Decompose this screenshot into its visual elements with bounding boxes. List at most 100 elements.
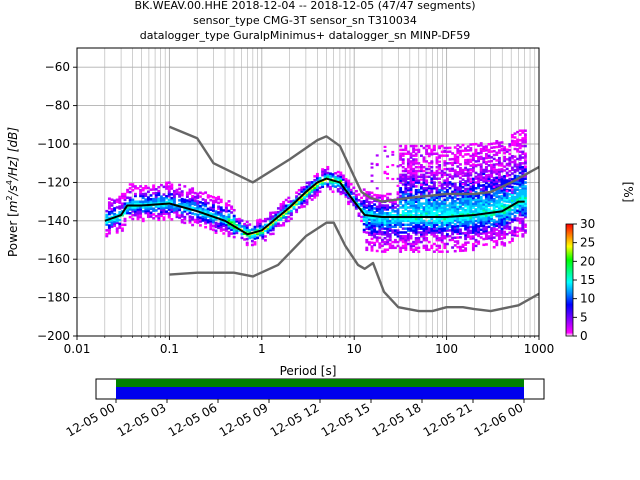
heatmap-cell — [518, 183, 522, 186]
heatmap-cell — [495, 168, 499, 172]
coverage-tick-label: 12-06 00 — [472, 400, 526, 439]
heatmap-cell — [404, 238, 408, 242]
heatmap-cell — [443, 160, 447, 163]
heatmap-cell — [518, 217, 522, 221]
heatmap-cell — [336, 170, 340, 174]
heatmap-cell — [113, 224, 117, 227]
heatmap-cell — [469, 177, 473, 181]
heatmap-cell — [412, 213, 416, 217]
heatmap-cell — [373, 203, 377, 206]
heatmap-cell — [144, 211, 148, 215]
heatmap-cell — [438, 250, 442, 253]
heatmap-cell — [149, 207, 153, 211]
heatmap-cell — [341, 191, 345, 195]
heatmap-cell — [401, 148, 405, 152]
heatmap-cell — [435, 229, 439, 232]
heatmap-cell — [458, 218, 462, 222]
heatmap-cell — [141, 187, 145, 190]
heatmap-cell — [464, 160, 468, 163]
heatmap-cell — [256, 232, 260, 236]
heatmap-cell — [440, 173, 444, 177]
heatmap-cell — [308, 185, 312, 188]
heatmap-cell — [505, 211, 509, 215]
heatmap-cell — [409, 175, 413, 179]
heatmap-cell — [204, 191, 208, 194]
heatmap-cell — [516, 175, 520, 178]
heatmap-cell — [123, 196, 127, 200]
heatmap-cell — [146, 198, 150, 201]
heatmap-cell — [500, 194, 504, 198]
heatmap-cell — [510, 178, 514, 181]
heatmap-cell — [456, 220, 460, 224]
heatmap-cell — [523, 208, 527, 211]
heatmap-cell — [326, 185, 330, 188]
heatmap-cell — [386, 172, 390, 176]
heatmap-cell — [435, 187, 439, 190]
heatmap-cell — [521, 179, 525, 182]
heatmap-cell — [180, 220, 184, 224]
heatmap-cell — [209, 206, 213, 210]
heatmap-cell — [235, 227, 239, 231]
heatmap-cell — [412, 185, 416, 188]
heatmap-cell — [484, 168, 488, 171]
heatmap-cell — [149, 194, 153, 197]
heatmap-cell — [464, 231, 468, 235]
heatmap-cell — [175, 192, 179, 196]
heatmap-cell — [341, 184, 345, 187]
heatmap-cell — [393, 206, 397, 209]
heatmap-cell — [412, 248, 416, 251]
heatmap-cell — [477, 198, 481, 201]
heatmap-cell — [484, 162, 488, 166]
heatmap-cell — [396, 229, 400, 232]
heatmap-cell — [458, 145, 462, 149]
heatmap-cell — [113, 220, 117, 224]
heatmap-cell — [105, 209, 109, 213]
heatmap-cell — [165, 183, 169, 187]
heatmap-cell — [149, 215, 153, 218]
heatmap-cell — [209, 216, 213, 219]
heatmap-cell — [396, 240, 400, 244]
heatmap-cell — [240, 225, 244, 228]
heatmap-cell — [412, 225, 416, 228]
heatmap-cell — [482, 172, 486, 176]
heatmap-cell — [373, 212, 377, 216]
heatmap-cell — [497, 145, 501, 148]
heatmap-cell — [243, 222, 247, 226]
y-ticks: −60−80−100−120−140−160−180−200 — [37, 60, 77, 343]
heatmap-cell — [458, 193, 462, 197]
heatmap-cell — [414, 165, 418, 169]
heatmap-cell — [419, 240, 423, 244]
heatmap-cell — [495, 140, 499, 143]
heatmap-cell — [482, 207, 486, 210]
heatmap-cell — [258, 224, 262, 227]
heatmap-cell — [495, 170, 499, 174]
heatmap-cell — [107, 230, 111, 233]
heatmap-cell — [417, 188, 421, 192]
heatmap-cell — [406, 150, 410, 154]
heatmap-cell — [167, 191, 171, 194]
heatmap-cell — [482, 184, 486, 187]
heatmap-cell — [505, 162, 509, 165]
heatmap-cell — [206, 201, 210, 205]
heatmap-cell — [464, 208, 468, 212]
heatmap-cell — [274, 224, 278, 228]
heatmap-cell — [191, 198, 195, 202]
heatmap-cell — [422, 212, 426, 215]
heatmap-cell — [409, 183, 413, 186]
heatmap-cell — [373, 234, 377, 237]
heatmap-cell — [425, 229, 429, 232]
heatmap-cell — [256, 223, 260, 226]
heatmap-cell — [336, 176, 340, 180]
heatmap-cell — [503, 232, 507, 236]
heatmap-cell — [162, 199, 166, 202]
heatmap-cell — [500, 212, 504, 215]
heatmap-cell — [503, 213, 507, 216]
heatmap-cell — [469, 143, 473, 146]
heatmap-cell — [466, 153, 470, 156]
heatmap-cell — [110, 211, 114, 215]
heatmap-cell — [521, 129, 525, 132]
heatmap-cell — [484, 220, 488, 223]
heatmap-cell — [505, 232, 509, 236]
heatmap-cell — [396, 184, 400, 187]
heatmap-cell — [508, 160, 512, 163]
